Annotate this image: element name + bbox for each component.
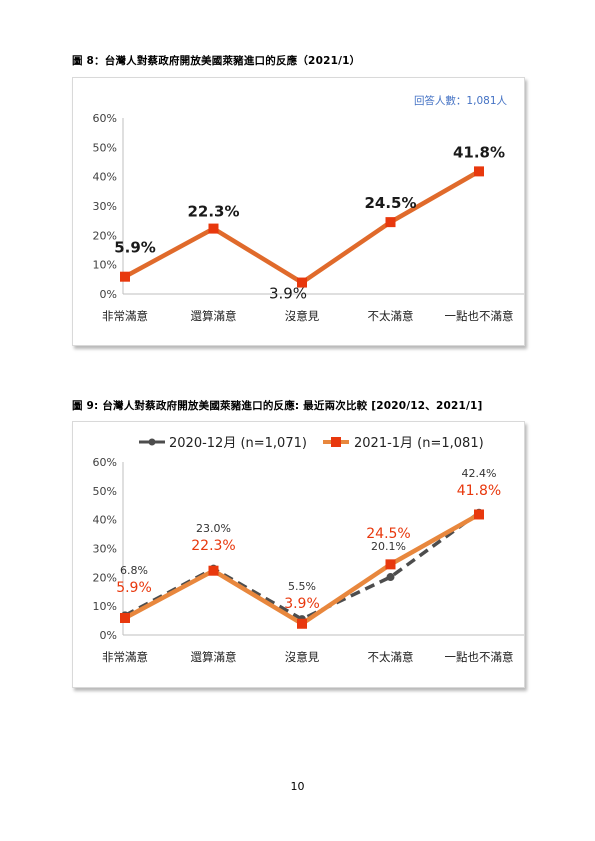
fig8-y-tick-label: 50%	[93, 141, 117, 154]
fig8-y-tick-label: 10%	[93, 259, 117, 272]
fig9-data-label-new: 3.9%	[284, 596, 320, 612]
fig8-data-point	[385, 217, 396, 228]
fig8-y-tick-label: 40%	[93, 171, 117, 184]
figure-9-chart: 0% 10% 20% 30% 40% 50% 60% 非常滿意 還算滿意 沒意見 不太滿意 一點也不滿…	[72, 421, 525, 688]
fig9-data-point-old	[386, 573, 395, 582]
fig9-x-tick-label: 沒意見	[285, 650, 320, 664]
fig9-y-tick-label: 10%	[93, 600, 117, 613]
fig8-y-tick-label: 20%	[93, 229, 117, 242]
fig9-y-tick-label: 40%	[93, 514, 117, 527]
fig8-x-tick-label: 不太滿意	[368, 309, 414, 323]
fig9-data-label-old: 6.8%	[120, 564, 148, 577]
fig9-data-label-old: 23.0%	[196, 522, 231, 535]
fig9-legend-marker-new	[331, 437, 341, 447]
fig9-legend-label-old: 2020-12月 (n=1,071)	[169, 436, 307, 451]
fig9-data-label-new: 41.8%	[457, 483, 501, 499]
fig8-y-tick-label: 0%	[100, 288, 117, 301]
fig9-data-label-old: 20.1%	[371, 540, 406, 553]
fig8-data-point	[208, 223, 219, 234]
fig8-x-tick-label: 一點也不滿意	[445, 309, 514, 323]
fig8-sample-note: 回答人數：1,081人	[414, 94, 508, 107]
fig9-data-point-new	[474, 509, 484, 520]
figure-8-chart: 0% 10% 20% 30% 40% 50% 60% 非常滿意 還算滿意 沒意見 不太滿意 一點也不滿…	[72, 77, 525, 346]
fig9-y-tick-label: 0%	[100, 629, 117, 642]
fig9-x-tick-label: 不太滿意	[368, 650, 414, 664]
fig9-data-label-new: 24.5%	[366, 526, 410, 542]
fig8-data-label: 22.3%	[187, 203, 239, 221]
fig8-y-tick-label: 60%	[93, 112, 117, 125]
fig9-data-point-new	[385, 559, 396, 570]
fig8-series-line	[123, 169, 481, 285]
fig8-data-point	[474, 166, 484, 177]
figure-8-caption: 圖 8：台灣人對蔡政府開放美國萊豬進口的反應（2021/1）	[72, 55, 361, 67]
fig8-data-point	[120, 271, 130, 282]
fig8-data-label: 24.5%	[364, 194, 416, 212]
figure-8-svg: 0% 10% 20% 30% 40% 50% 60% 非常滿意 還算滿意 沒意見 不太滿意 一點也不滿…	[93, 94, 524, 323]
fig9-data-point-new	[120, 612, 130, 623]
fig8-x-tick-label: 還算滿意	[191, 309, 237, 323]
figure-9-svg: 0% 10% 20% 30% 40% 50% 60% 非常滿意 還算滿意 沒意見 不太滿意 一點也不滿…	[93, 436, 524, 664]
fig8-data-label: 5.9%	[114, 239, 156, 257]
fig9-x-tick-label: 非常滿意	[102, 650, 148, 664]
fig9-data-label-new: 22.3%	[191, 538, 235, 554]
fig9-data-point-new	[297, 618, 307, 629]
fig9-y-tick-label: 30%	[93, 543, 117, 556]
fig9-y-tick-label: 60%	[93, 456, 117, 469]
fig8-data-label: 3.9%	[269, 285, 307, 303]
fig8-x-tick-label: 非常滿意	[102, 309, 148, 323]
fig9-data-label-old: 5.5%	[288, 580, 316, 593]
fig9-data-label-new: 5.9%	[116, 580, 152, 596]
fig9-x-tick-label: 還算滿意	[191, 650, 237, 664]
fig9-y-tick-label: 20%	[93, 571, 117, 584]
figure-9-caption: 圖 9: 台灣人對蔡政府開放美國萊豬進口的反應: 最近兩次比較 [2020/12…	[72, 400, 483, 412]
fig9-data-label-old: 42.4%	[462, 467, 497, 480]
fig8-data-point	[297, 277, 307, 288]
fig9-legend-label-new: 2021-1月 (n=1,081)	[354, 436, 484, 451]
fig9-data-point-new	[208, 565, 219, 576]
fig8-x-tick-label: 沒意見	[285, 309, 320, 323]
fig8-data-label: 41.8%	[453, 143, 505, 161]
page-number: 10	[290, 780, 305, 793]
fig9-y-tick-label: 50%	[93, 485, 117, 498]
fig9-legend-marker-old	[148, 438, 156, 446]
fig9-x-tick-label: 一點也不滿意	[445, 650, 514, 664]
fig8-y-tick-label: 30%	[93, 200, 117, 213]
